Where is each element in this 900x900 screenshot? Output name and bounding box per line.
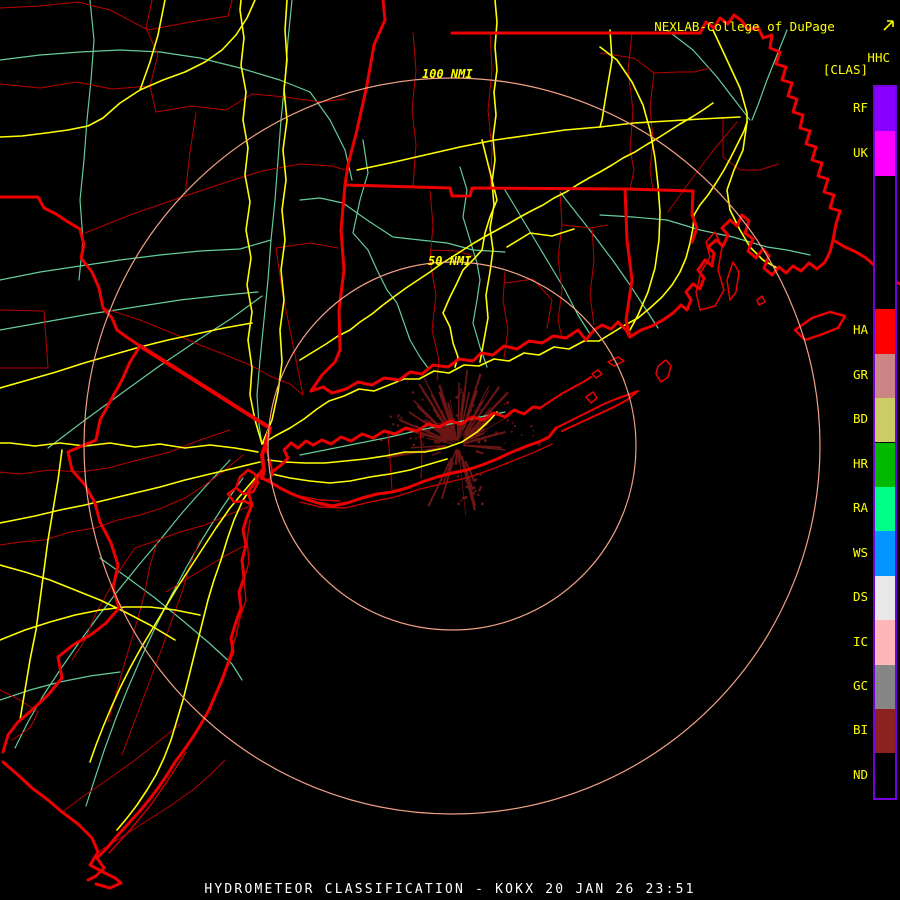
legend-label-ds: DS — [852, 589, 868, 604]
range-ring-label-50: 50 NMI — [428, 254, 472, 268]
legend-swatch-ra — [875, 486, 895, 532]
legend-swatch-bi — [875, 709, 895, 754]
legend-label-ic: IC — [852, 633, 868, 649]
range-ring-label-100: 100 NMI — [422, 67, 473, 81]
legend-swatch-ws — [875, 531, 895, 576]
legend-swatch-bd — [875, 398, 895, 443]
legend-label-gr: GR — [852, 366, 868, 382]
legend-label-hr: HR — [852, 455, 868, 471]
caption: HYDROMETEOR CLASSIFICATION - KOKX 20 JAN… — [204, 882, 696, 897]
legend-swatch-hr — [875, 442, 895, 487]
islands-layer — [585, 231, 766, 404]
legend-label-ws: WS — [852, 544, 868, 560]
legend-label-uk: UK — [852, 144, 868, 160]
legend-swatch-nd — [875, 753, 895, 798]
legend-swatch-ic — [875, 620, 895, 665]
nexlab-logo-icon — [838, 6, 895, 46]
legend-swatch-ds — [875, 575, 895, 621]
legend-label-rf: RF — [852, 100, 868, 116]
legend-swatch-gr — [875, 353, 895, 398]
brand: NEXLAB-College of DuPage — [654, 6, 895, 46]
legend-color-bar — [873, 85, 897, 800]
county-lines-layer — [0, 0, 779, 853]
legend-swatch-gc — [875, 664, 895, 710]
legend-swatch-ha — [875, 309, 895, 354]
range-rings-layer — [83, 77, 821, 815]
legend-label-gc: GC — [852, 677, 868, 693]
legend-label-bd: BD — [852, 411, 868, 427]
legend-label-bi: BI — [852, 722, 868, 738]
brand-text: NEXLAB-College of DuPage — [654, 18, 835, 34]
product-code: HHC — [867, 50, 890, 65]
legend-label-ha: HA — [852, 322, 868, 338]
legend-label-nd: ND — [852, 766, 868, 782]
legend-swatch-rf — [875, 87, 895, 132]
highways-layer — [0, 0, 778, 831]
product-tag: [CLAS] — [822, 62, 868, 77]
legend-swatch-uk — [875, 131, 895, 176]
legend-label-ra: RA — [852, 500, 868, 516]
